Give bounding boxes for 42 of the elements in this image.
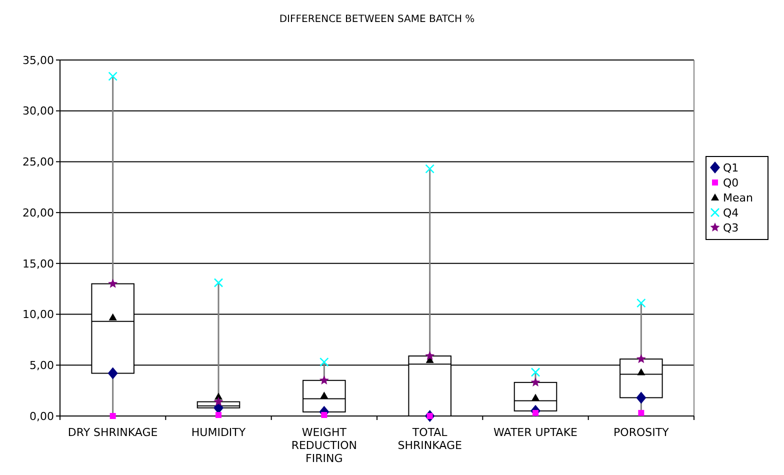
point: [425, 350, 435, 360]
y-tick-label: 15,00: [22, 257, 54, 270]
x-tick-label: WATER UPTAKE: [494, 426, 578, 439]
point: [216, 412, 222, 418]
point: [214, 278, 224, 288]
point: [636, 354, 646, 364]
y-tick-label: 30,00: [22, 104, 54, 118]
y-tick-label: 5,00: [30, 358, 54, 372]
y-tick-label: 20,00: [22, 206, 54, 220]
point: [530, 368, 540, 377]
y-tick-label: 10,00: [22, 308, 54, 322]
legend-label: Q4: [723, 206, 739, 220]
point: [425, 164, 434, 174]
x-tick-label: HUMIDITY: [191, 426, 246, 439]
point: [636, 298, 646, 308]
point: [638, 410, 644, 416]
y-tick-label: 25,00: [22, 156, 54, 169]
point: [108, 313, 117, 320]
point: [320, 392, 328, 399]
y-tick-label: 0,00: [30, 410, 54, 423]
x-tick-label: DRY SHRINKAGE: [68, 426, 158, 439]
point: [636, 392, 646, 404]
point: [108, 367, 118, 380]
point: [319, 375, 329, 384]
legend-label: Q3: [723, 221, 739, 234]
point: [214, 396, 224, 406]
point: [108, 278, 118, 288]
point: [532, 394, 540, 401]
chart-title: DIFFERENCE BETWEEN SAME BATCH %: [279, 14, 475, 25]
point: [321, 412, 328, 418]
point: [530, 377, 540, 386]
x-tick-label: POROSITY: [614, 426, 670, 439]
legend-label: Q0: [723, 176, 739, 190]
point: [320, 357, 329, 367]
point: [108, 72, 118, 81]
y-tick-label: 35,00: [22, 54, 54, 67]
x-tick-label: WEIGHT REDUCTION FIRING: [291, 426, 357, 465]
legend-label: Mean: [723, 191, 753, 204]
point: [637, 368, 646, 376]
x-tick-label: TOTAL SHRINKAGE: [398, 426, 462, 452]
legend-label: Q1: [723, 161, 739, 174]
point: [110, 413, 116, 419]
